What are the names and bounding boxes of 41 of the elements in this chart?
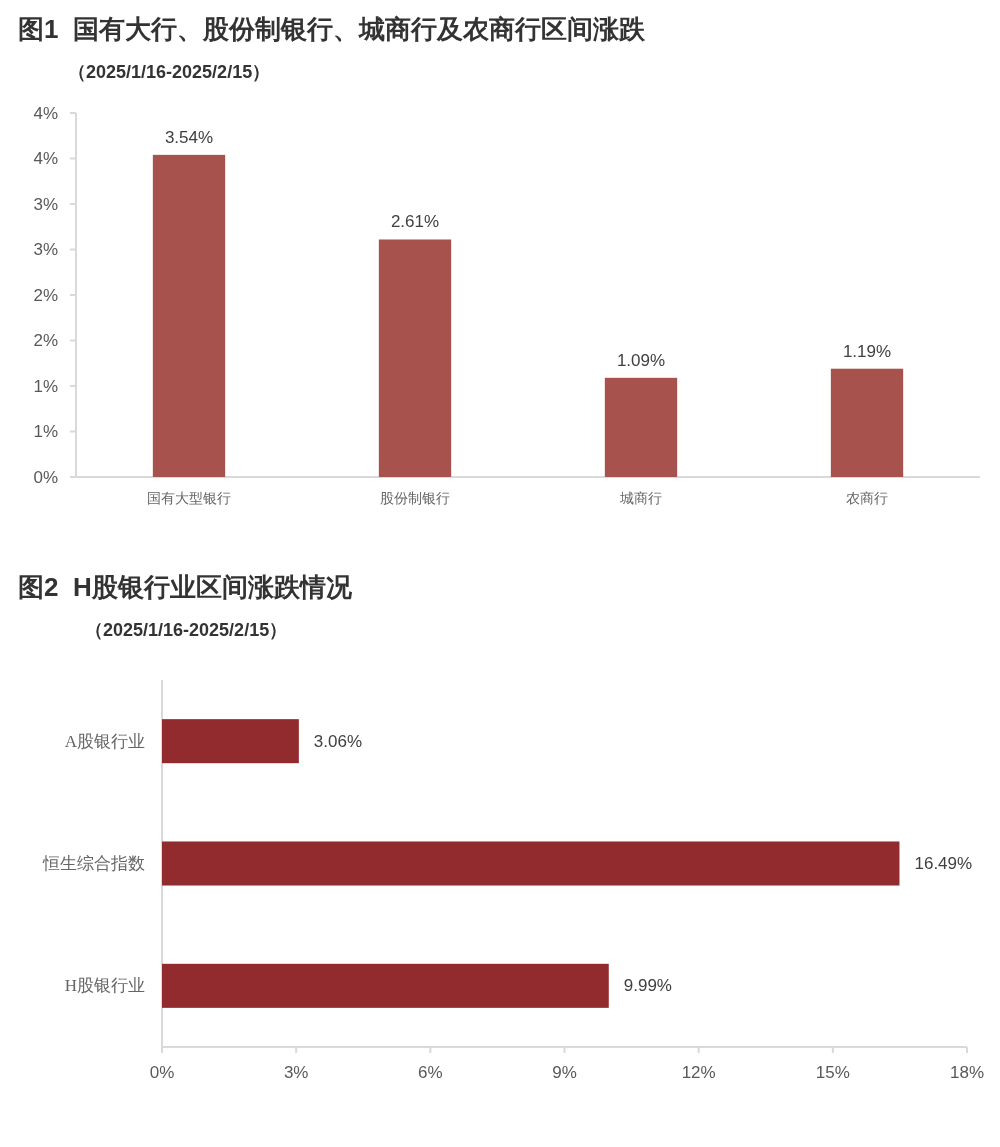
data-label: 3.54% [164,127,214,147]
data-label: 16.49% [914,854,973,873]
x-tick-label: 18% [949,1063,985,1082]
y-tick-label: 0% [33,467,58,487]
x-tick-label: 6% [418,1063,443,1082]
chart-title: 图2 H股银行业区间涨跌情况 [18,572,353,602]
chart-subtitle: （2025/1/16-2025/2/15） [68,62,271,82]
y-tick-label: 2% [33,285,58,305]
x-tick-label: 0% [149,1063,175,1082]
y-tick-label: 1% [33,376,58,396]
data-label: 3.06% [313,731,363,751]
y-tick-label: 1% [33,422,58,441]
y-tick-label: 3% [33,240,58,259]
bar [162,719,299,764]
bar [378,239,452,477]
y-tick-label: 4% [33,149,58,168]
data-label: 1.09% [616,350,666,370]
y-tick-label: H股银行业 [64,976,145,996]
y-tick-label: 3% [33,194,58,214]
chart-title: 图1 国有大行、股份制银行、城商行及农商行区间涨跌 [18,14,646,44]
bar [604,377,678,477]
x-tick-label: 股份制银行 [380,491,450,506]
data-label: 9.99% [623,976,672,996]
chart-subtitle: （2025/1/16-2025/2/15） [85,620,288,640]
x-tick-label: 15% [815,1063,850,1082]
y-tick-label: 2% [33,331,58,350]
x-tick-label: 9% [552,1063,577,1082]
x-tick-label: 农商行 [846,491,888,506]
bar [830,368,904,477]
x-tick-label: 国有大型银行 [147,491,231,506]
y-tick-label: 恒生综合指数 [42,854,145,873]
x-tick-label: 城商行 [619,491,662,506]
data-label: 1.19% [842,341,892,361]
data-label: 2.61% [390,212,440,232]
x-tick-label: 3% [283,1063,309,1082]
bar [152,154,226,477]
bar [162,963,609,1008]
y-tick-label: A股银行业 [64,731,145,751]
bar [162,841,900,886]
x-tick-label: 12% [681,1063,716,1082]
y-tick-label: 4% [33,103,58,123]
